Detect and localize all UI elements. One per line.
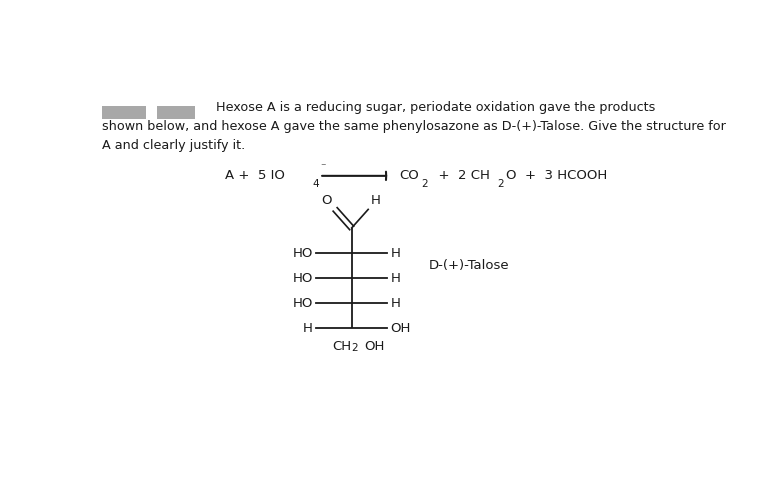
Text: HO: HO: [292, 272, 313, 285]
Text: shown below, and hexose A gave the same phenylosazone as D-(+)-Talose. Give the : shown below, and hexose A gave the same …: [102, 120, 726, 133]
Text: OH: OH: [390, 322, 411, 335]
FancyBboxPatch shape: [102, 106, 146, 119]
Text: +  2 CH: + 2 CH: [429, 169, 489, 182]
Text: H: H: [390, 246, 400, 260]
Text: D-(+)-Talose: D-(+)-Talose: [428, 259, 509, 272]
Text: H: H: [390, 272, 400, 285]
Text: H: H: [371, 194, 381, 207]
Text: O: O: [322, 194, 333, 207]
Text: HO: HO: [292, 297, 313, 310]
Text: A and clearly justify it.: A and clearly justify it.: [102, 139, 246, 152]
FancyBboxPatch shape: [157, 106, 196, 119]
Text: 2: 2: [422, 179, 428, 189]
Text: A +  5 IO: A + 5 IO: [225, 169, 285, 182]
Text: HO: HO: [292, 246, 313, 260]
Text: 2: 2: [498, 179, 504, 189]
Text: H: H: [390, 297, 400, 310]
Text: CO: CO: [399, 169, 419, 182]
Text: O  +  3 HCOOH: O + 3 HCOOH: [505, 169, 607, 182]
Text: 4: 4: [312, 179, 319, 189]
Text: ⁻: ⁻: [320, 162, 326, 172]
Text: H: H: [303, 322, 313, 335]
Text: OH: OH: [365, 340, 385, 353]
Text: CH: CH: [333, 340, 352, 353]
Text: Hexose A is a reducing sugar, periodate oxidation gave the products: Hexose A is a reducing sugar, periodate …: [216, 101, 655, 114]
Text: 2: 2: [352, 343, 358, 353]
